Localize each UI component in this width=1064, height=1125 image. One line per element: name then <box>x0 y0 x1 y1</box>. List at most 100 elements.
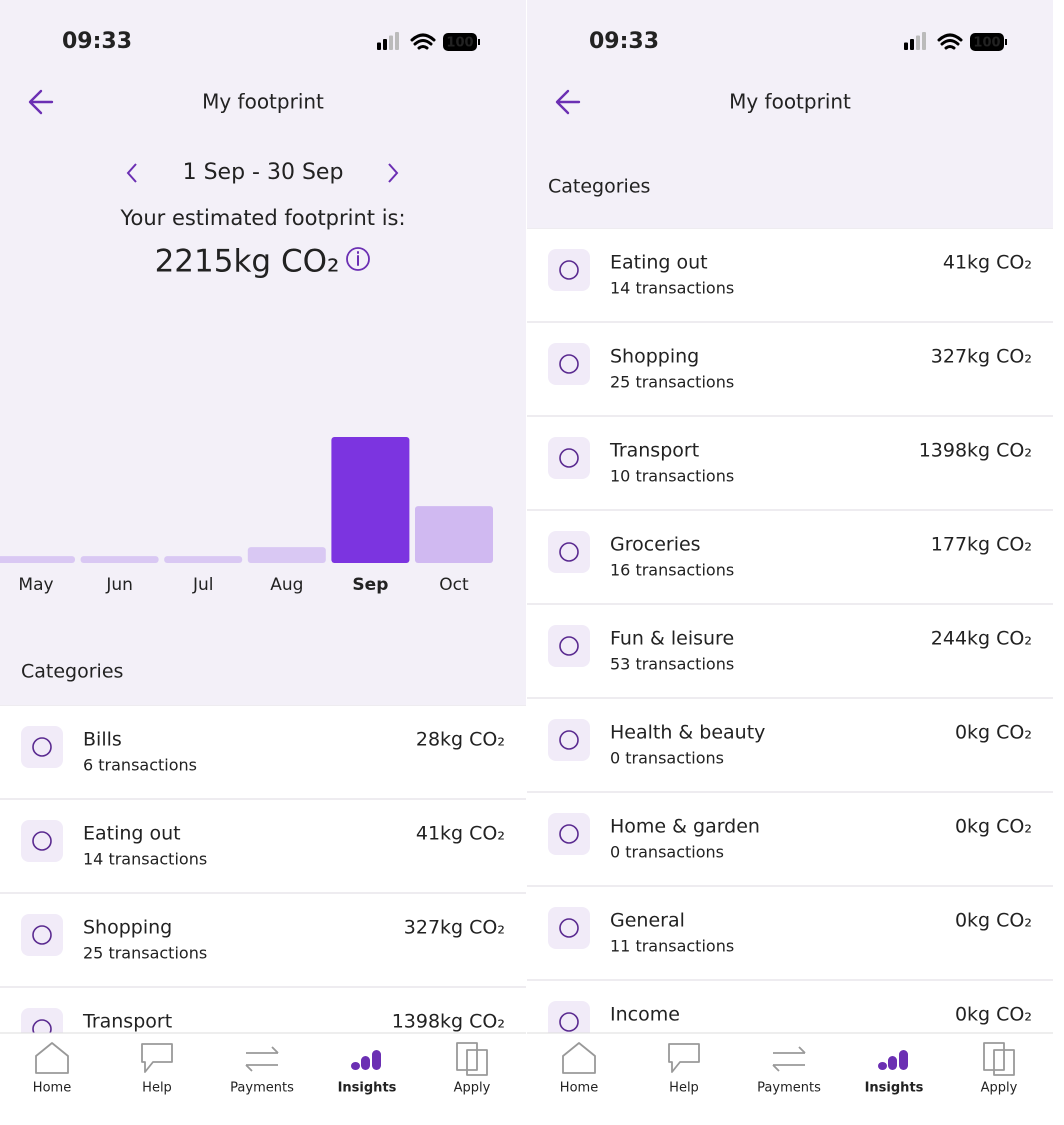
category-row[interactable]: Eating out 14 transactions 41kg CO₂ <box>0 798 526 869</box>
month-label: Aug <box>270 575 303 595</box>
status-time: 09:33 <box>589 29 659 54</box>
nav-icon <box>983 1042 1015 1076</box>
category-row[interactable]: Shopping 25 transactions 327kg CO₂ <box>0 892 526 963</box>
category-row[interactable]: Health & beauty 0 transactions 0kg CO₂ <box>527 697 1053 768</box>
category-transactions: 25 transactions <box>83 944 207 963</box>
bar[interactable] <box>331 437 410 563</box>
screen-title: My footprint <box>202 90 324 114</box>
back-button[interactable] <box>555 89 581 115</box>
summary-label: Your estimated footprint is: <box>119 206 405 230</box>
period-label: 1 Sep - 30 Sep <box>183 160 344 185</box>
nav-label[interactable]: Help <box>669 1081 699 1096</box>
bar[interactable] <box>0 556 75 563</box>
category-footprint: 327kg CO₂ <box>404 917 505 939</box>
nav-label[interactable]: Insights <box>865 1081 924 1096</box>
category-name: Bills <box>83 729 122 751</box>
category-row[interactable]: Fun & leisure 53 transactions 244kg CO₂ <box>527 603 1053 674</box>
category-row[interactable]: Shopping 25 transactions 327kg CO₂ <box>527 321 1053 392</box>
signal-bar <box>910 39 914 50</box>
category-icon <box>32 925 52 945</box>
bar[interactable] <box>247 547 326 563</box>
category-row[interactable]: Eating out 14 transactions 41kg CO₂ <box>527 228 1053 298</box>
battery-body <box>443 33 477 51</box>
signal-bar <box>922 32 926 50</box>
nav-label[interactable]: Payments <box>230 1081 294 1096</box>
category-icon-box <box>548 907 590 949</box>
back-button[interactable] <box>28 89 54 115</box>
category-row[interactable]: Income 0kg CO₂ <box>527 979 1053 1043</box>
nav-label[interactable]: Apply <box>981 1081 1018 1096</box>
signal-bar <box>377 42 381 50</box>
screen-title: My footprint <box>729 90 851 114</box>
category-name: Groceries <box>610 534 701 556</box>
category-icon-box <box>548 531 590 573</box>
category-icon <box>32 1019 52 1033</box>
category-footprint: 1398kg CO₂ <box>919 440 1032 462</box>
nav-icon <box>668 1043 700 1073</box>
category-name: Income <box>610 1004 680 1026</box>
category-name: Shopping <box>610 346 699 368</box>
category-row[interactable]: Home & garden 0 transactions 0kg CO₂ <box>527 791 1053 862</box>
nav-label[interactable]: Home <box>33 1081 71 1096</box>
battery-level: 100 <box>973 36 1000 51</box>
category-name: Home & garden <box>610 816 760 838</box>
nav-icon <box>888 1056 897 1070</box>
category-name: Shopping <box>83 917 172 939</box>
category-name: Eating out <box>610 252 708 274</box>
list-background <box>0 705 526 1033</box>
category-icon-box <box>548 719 590 761</box>
category-name: General <box>610 910 685 932</box>
bar[interactable] <box>80 556 159 563</box>
category-icon-box <box>21 820 63 862</box>
bar[interactable] <box>164 556 243 563</box>
category-name: Fun & leisure <box>610 628 734 650</box>
category-list: Bills 6 transactions 28kg CO₂ Eating out 14 … <box>0 705 526 1057</box>
next-period[interactable] <box>388 163 399 183</box>
nav-label[interactable]: Insights <box>338 1081 397 1096</box>
nav-icon <box>35 1042 69 1074</box>
nav-icon <box>245 1046 279 1072</box>
category-footprint: 0kg CO₂ <box>955 1004 1032 1026</box>
category-transactions: 53 transactions <box>610 655 734 674</box>
category-icon <box>559 918 579 938</box>
categories-heading: Categories <box>21 661 123 683</box>
bar[interactable] <box>415 506 493 563</box>
category-row[interactable]: Bills 6 transactions 28kg CO₂ <box>0 705 526 775</box>
category-name: Health & beauty <box>610 722 765 744</box>
category-row[interactable]: General 11 transactions 0kg CO₂ <box>527 885 1053 956</box>
category-icon <box>559 824 579 844</box>
info-button[interactable] <box>346 247 370 271</box>
nav-icon <box>456 1042 488 1076</box>
category-transactions: 11 transactions <box>610 937 734 956</box>
category-transactions: 0 transactions <box>610 843 724 862</box>
nav-icon <box>372 1050 381 1070</box>
nav-label[interactable]: Home <box>560 1081 598 1096</box>
nav-label[interactable]: Apply <box>454 1081 491 1096</box>
month-label: May <box>18 575 53 595</box>
category-icon <box>559 636 579 656</box>
nav-bar <box>527 1033 1053 1125</box>
battery-level: 100 <box>446 36 473 51</box>
month-label: Jun <box>105 575 133 595</box>
category-icon-box <box>548 625 590 667</box>
signal-bar <box>904 42 908 50</box>
phone-screen: 09:33 100 My footprint Categories Eating out… <box>527 0 1053 1125</box>
category-footprint: 177kg CO₂ <box>931 534 1032 556</box>
wifi-icon <box>410 33 436 50</box>
category-row[interactable]: Groceries 16 transactions 177kg CO₂ <box>527 509 1053 580</box>
category-icon <box>559 354 579 374</box>
nav-label[interactable]: Help <box>142 1081 172 1096</box>
battery-tip <box>478 39 480 45</box>
category-icon-box <box>548 437 590 479</box>
nav-label[interactable]: Payments <box>757 1081 821 1096</box>
category-icon <box>559 730 579 750</box>
category-icon-box <box>21 914 63 956</box>
category-icon <box>32 831 52 851</box>
category-footprint: 41kg CO₂ <box>416 823 505 845</box>
category-transactions: 0 transactions <box>610 749 724 768</box>
previous-period[interactable] <box>126 163 137 183</box>
nav-icon <box>361 1056 370 1070</box>
